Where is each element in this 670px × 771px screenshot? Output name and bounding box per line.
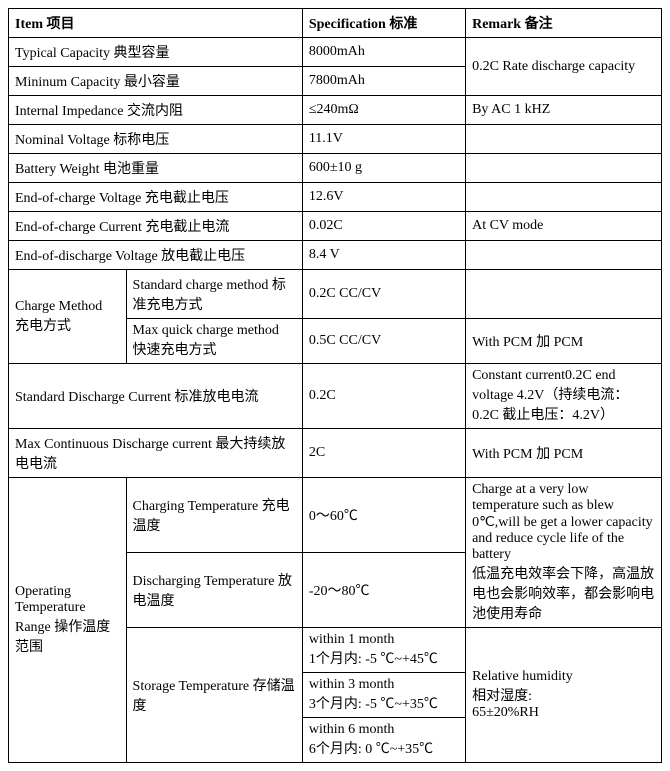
header-remark: Remark 备注: [466, 9, 662, 38]
charging-temp-spec: 0～60℃: [302, 478, 465, 553]
battery-weight-label: Battery Weight 电池重量: [9, 154, 303, 183]
storage-m1: within 1 month 1个月内: -5 ℃~+45℃: [302, 628, 465, 673]
max-discharge-spec: 2C: [302, 429, 465, 478]
max-discharge-label: Max Continuous Discharge current 最大持续放电电…: [9, 429, 303, 478]
minimum-capacity-spec: 7800mAh: [302, 67, 465, 96]
table-row: Operating Temperature Range 操作温度范围 Charg…: [9, 478, 662, 553]
storage-m6: within 6 month 6个月内: 0 ℃~+35℃: [302, 718, 465, 763]
eoc-voltage-remark: [466, 183, 662, 212]
battery-weight-spec: 600±10 g: [302, 154, 465, 183]
spec-table: Item 项目 Specification 标准 Remark 备注 Typic…: [8, 8, 662, 763]
battery-weight-remark: [466, 154, 662, 183]
internal-impedance-label: Internal Impedance 交流内阻: [9, 96, 303, 125]
std-charge-remark: [466, 270, 662, 319]
quick-charge-label: Max quick charge method 快速充电方式: [126, 319, 302, 364]
nominal-voltage-spec: 11.1V: [302, 125, 465, 154]
internal-impedance-spec: ≤240mΩ: [302, 96, 465, 125]
eoc-current-label: End-of-charge Current 充电截止电流: [9, 212, 303, 241]
header-item: Item 项目: [9, 9, 303, 38]
eod-voltage-remark: [466, 241, 662, 270]
header-spec: Specification 标准: [302, 9, 465, 38]
max-discharge-remark: With PCM 加 PCM: [466, 429, 662, 478]
std-discharge-spec: 0.2C: [302, 364, 465, 429]
charge-method-group: Charge Method 充电方式: [9, 270, 127, 364]
std-discharge-label: Standard Discharge Current 标准放电电流: [9, 364, 303, 429]
storage-remark: Relative humidity 相对湿度: 65±20%RH: [466, 628, 662, 763]
table-row: Internal Impedance 交流内阻 ≤240mΩ By AC 1 k…: [9, 96, 662, 125]
typical-capacity-spec: 8000mAh: [302, 38, 465, 67]
minimum-capacity-label: Mininum Capacity 最小容量: [9, 67, 303, 96]
table-row: End-of-charge Current 充电截止电流 0.02C At CV…: [9, 212, 662, 241]
header-row: Item 项目 Specification 标准 Remark 备注: [9, 9, 662, 38]
charging-temp-label: Charging Temperature 充电温度: [126, 478, 302, 553]
eod-voltage-label: End-of-discharge Voltage 放电截止电压: [9, 241, 303, 270]
nominal-voltage-label: Nominal Voltage 标称电压: [9, 125, 303, 154]
table-row: Max Continuous Discharge current 最大持续放电电…: [9, 429, 662, 478]
temp-range-group: Operating Temperature Range 操作温度范围: [9, 478, 127, 763]
std-charge-label: Standard charge method 标准充电方式: [126, 270, 302, 319]
eoc-voltage-spec: 12.6V: [302, 183, 465, 212]
table-row: Charge Method 充电方式 Standard charge metho…: [9, 270, 662, 319]
nominal-voltage-remark: [466, 125, 662, 154]
internal-impedance-remark: By AC 1 kHZ: [466, 96, 662, 125]
eoc-current-remark: At CV mode: [466, 212, 662, 241]
typical-capacity-label: Typical Capacity 典型容量: [9, 38, 303, 67]
storage-m3: within 3 month 3个月内: -5 ℃~+35℃: [302, 673, 465, 718]
quick-charge-remark: With PCM 加 PCM: [466, 319, 662, 364]
quick-charge-spec: 0.5C CC/CV: [302, 319, 465, 364]
storage-temp-label: Storage Temperature 存储温度: [126, 628, 302, 763]
table-row: End-of-discharge Voltage 放电截止电压 8.4 V: [9, 241, 662, 270]
discharging-temp-spec: -20～80℃: [302, 553, 465, 628]
table-row: Typical Capacity 典型容量 8000mAh 0.2C Rate …: [9, 38, 662, 67]
eod-voltage-spec: 8.4 V: [302, 241, 465, 270]
table-row: Battery Weight 电池重量 600±10 g: [9, 154, 662, 183]
eoc-current-spec: 0.02C: [302, 212, 465, 241]
temp-range-remark: Charge at a very low temperature such as…: [466, 478, 662, 628]
table-row: Nominal Voltage 标称电压 11.1V: [9, 125, 662, 154]
std-charge-spec: 0.2C CC/CV: [302, 270, 465, 319]
table-row: End-of-charge Voltage 充电截止电压 12.6V: [9, 183, 662, 212]
eoc-voltage-label: End-of-charge Voltage 充电截止电压: [9, 183, 303, 212]
table-row: Standard Discharge Current 标准放电电流 0.2C C…: [9, 364, 662, 429]
capacity-remark: 0.2C Rate discharge capacity: [466, 38, 662, 96]
discharging-temp-label: Discharging Temperature 放电温度: [126, 553, 302, 628]
std-discharge-remark: Constant current0.2C end voltage 4.2V（持续…: [466, 364, 662, 429]
